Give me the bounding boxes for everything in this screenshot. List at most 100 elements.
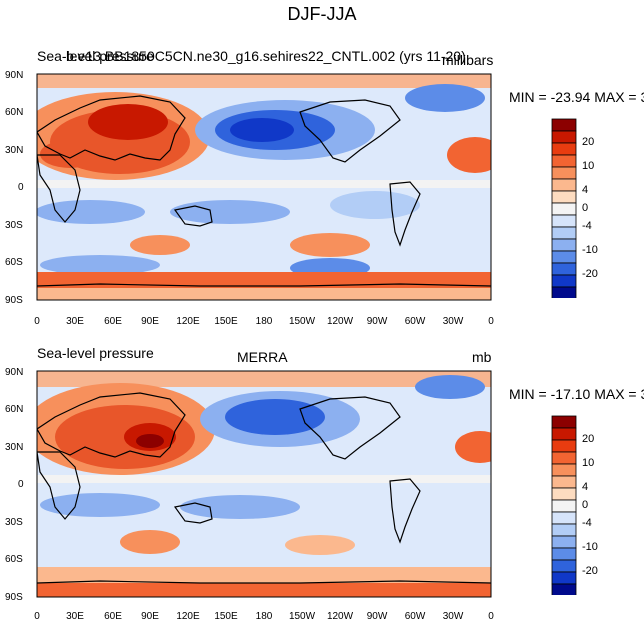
colorbar-swatch [551,439,577,453]
lon-label: 60W [405,316,426,327]
panel2-field [37,371,491,597]
colorbar-label: 4 [582,481,588,493]
colorbar-swatch [551,178,577,192]
panel1-field [37,74,491,300]
lon-label: 180 [256,611,273,622]
lon-label: 60W [405,611,426,622]
colorbar-label: 10 [582,160,594,172]
lon-label: 0 [488,611,494,622]
lat-label: 30N [5,145,23,156]
panel2-lat-ticks: 90N 60N 30N 0 30S 60S 90S [5,367,24,603]
panel2-map: 90N 60N 30N 0 30S 60S 90S 0 30E 60E 90E … [5,367,494,622]
colorbar-swatch [551,475,577,489]
colorbar-label: 10 [582,457,594,469]
lon-label: 30E [66,316,84,327]
colorbar-swatch [551,154,577,168]
colorbar-swatch [551,415,577,429]
colorbar-label: -10 [582,244,598,256]
lon-label: 150E [214,611,238,622]
colorbar-swatch [551,238,577,252]
colorbar-label: 0 [582,202,588,214]
lat-label: 30S [5,220,23,231]
lon-label: 120E [176,611,200,622]
lat-label: 90N [5,367,23,378]
colorbar-swatch [551,190,577,204]
colorbar-swatch [551,202,577,216]
panel1-map: 90N 60N 30N 0 30S 60S 90S 0 30E 60E 90E … [5,70,494,327]
lon-label: 120E [176,316,200,327]
lon-label: 30W [443,316,464,327]
colorbar-swatch [551,583,577,595]
panel2-lon-ticks: 0 30E 60E 90E 120E 150E 180 150W 120W 90… [34,611,494,622]
colorbar-swatch [551,286,577,298]
panel1-min-max: MIN = -23.94 MAX = 31.28 [509,89,644,105]
colorbar-label: 20 [582,433,594,445]
lon-label: 90E [141,316,159,327]
lat-label: 90S [5,295,23,306]
colorbar-swatch [551,427,577,441]
panel2-colorbar-labels: 20 10 4 0 -4 -10 -20 [582,433,598,577]
colorbar-swatch [551,511,577,525]
panel2-colorbar: 20 10 4 0 -4 -10 -20 [551,415,598,595]
panel1-colorbar: 20 10 4 0 -4 -10 -20 [551,118,598,298]
colorbar-swatch [551,451,577,465]
lon-label: 90W [367,316,388,327]
lon-label: 120W [327,611,354,622]
lon-label: 90W [367,611,388,622]
colorbar-swatch [551,214,577,228]
lat-label: 60N [5,107,23,118]
lon-label: 150W [289,316,316,327]
colorbar-swatch [551,535,577,549]
colorbar-swatch [551,262,577,276]
panel1-colorbar-labels: 20 10 4 0 -4 -10 -20 [582,136,598,280]
colorbar-swatch [551,463,577,477]
panel1-coastlines [37,95,491,287]
lon-label: 0 [34,316,40,327]
lon-label: 30W [443,611,464,622]
panel2-center-title: MERRA [237,349,288,365]
colorbar-swatch [551,118,577,132]
lat-label: 60N [5,404,23,415]
lat-label: 90S [5,592,23,603]
panel1-center-title: b.e13.BB1850C5CN.ne30_g16.sehires22_CNTL… [66,48,466,64]
panel2-left-title: Sea-level pressure [37,345,154,361]
colorbar-swatch [551,250,577,264]
panel2-colorbar-boxes [551,415,577,595]
colorbar-label: -4 [582,220,592,232]
lon-label: 60E [104,611,122,622]
lon-label: 90E [141,611,159,622]
panel2-min-max: MIN = -17.10 MAX = 34.59 [509,386,644,402]
colorbar-label: -4 [582,517,592,529]
lon-label: 60E [104,316,122,327]
colorbar-label: 20 [582,136,594,148]
lat-label: 0 [18,182,24,193]
colorbar-swatch [551,226,577,240]
lon-label: 150W [289,611,316,622]
panel1-lon-ticks: 0 30E 60E 90E 120E 150E 180 150W 120W 90… [34,316,494,327]
colorbar-swatch [551,547,577,561]
lon-label: 0 [488,316,494,327]
colorbar-label: 0 [582,499,588,511]
figure-title: DJF-JJA [287,4,357,24]
lat-label: 30S [5,517,23,528]
colorbar-swatch [551,166,577,180]
panel1-colorbar-boxes [551,118,577,298]
lat-label: 90N [5,70,23,81]
colorbar-label: -20 [582,565,598,577]
panel1-lat-ticks: 90N 60N 30N 0 30S 60S 90S [5,70,24,306]
colorbar-label: -20 [582,268,598,280]
panel1-right-title: millibars [442,52,494,68]
lon-label: 150E [214,316,238,327]
lat-label: 60S [5,554,23,565]
lat-label: 30N [5,442,23,453]
colorbar-swatch [551,487,577,501]
colorbar-label: 4 [582,184,588,196]
panel2-coastlines [37,392,491,584]
panel2-right-title: mb [472,349,492,365]
lat-label: 0 [18,479,24,490]
colorbar-swatch [551,523,577,537]
lon-label: 180 [256,316,273,327]
lon-label: 0 [34,611,40,622]
lon-label: 30E [66,611,84,622]
colorbar-swatch [551,274,577,288]
